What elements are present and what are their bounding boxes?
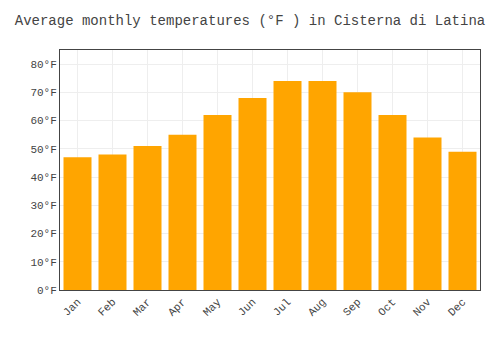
svg-text:30°F: 30°F (30, 200, 56, 212)
svg-text:10°F: 10°F (30, 257, 56, 269)
svg-text:Dec: Dec (446, 296, 468, 318)
svg-text:Average monthly temperatures (: Average monthly temperatures (°F ) in Ci… (15, 13, 485, 29)
svg-text:50°F: 50°F (30, 144, 56, 156)
svg-text:Jun: Jun (236, 296, 258, 318)
svg-text:Jul: Jul (271, 296, 293, 318)
svg-text:80°F: 80°F (30, 59, 56, 71)
svg-text:Mar: Mar (131, 296, 153, 318)
svg-text:Nov: Nov (411, 296, 434, 319)
svg-text:Apr: Apr (166, 296, 188, 318)
svg-text:40°F: 40°F (30, 172, 56, 184)
svg-text:Sep: Sep (341, 296, 363, 318)
svg-text:Jan: Jan (61, 296, 83, 318)
svg-text:Feb: Feb (96, 296, 118, 318)
svg-text:Oct: Oct (376, 296, 398, 318)
svg-text:60°F: 60°F (30, 115, 56, 127)
svg-text:0°F: 0°F (37, 285, 57, 297)
svg-text:May: May (201, 296, 224, 319)
svg-text:20°F: 20°F (30, 228, 56, 240)
svg-text:Aug: Aug (306, 296, 328, 318)
svg-text:70°F: 70°F (30, 87, 56, 99)
